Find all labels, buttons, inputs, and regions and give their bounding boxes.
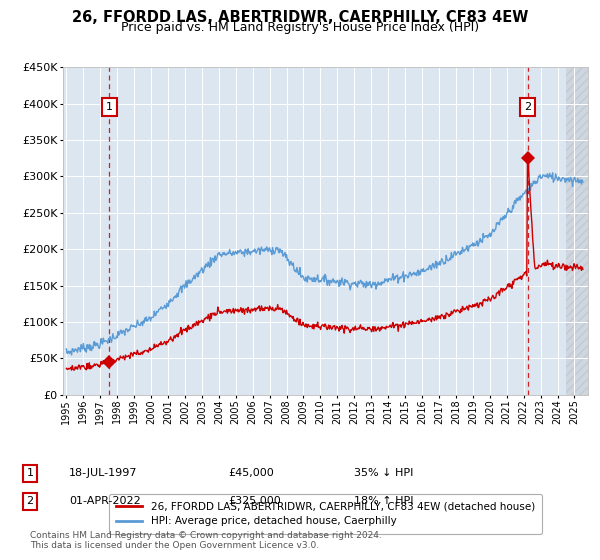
Text: 1: 1	[106, 102, 113, 112]
Bar	[566, 67, 600, 395]
Text: 18% ↑ HPI: 18% ↑ HPI	[354, 496, 413, 506]
Legend: 26, FFORDD LAS, ABERTRIDWR, CAERPHILLY, CF83 4EW (detached house), HPI: Average : 26, FFORDD LAS, ABERTRIDWR, CAERPHILLY, …	[109, 494, 542, 534]
Text: 2: 2	[26, 496, 34, 506]
Text: 18-JUL-1997: 18-JUL-1997	[69, 468, 137, 478]
Text: 01-APR-2022: 01-APR-2022	[69, 496, 141, 506]
Text: £45,000: £45,000	[228, 468, 274, 478]
Text: 35% ↓ HPI: 35% ↓ HPI	[354, 468, 413, 478]
Text: £325,000: £325,000	[228, 496, 281, 506]
Text: 1: 1	[26, 468, 34, 478]
Text: Price paid vs. HM Land Registry's House Price Index (HPI): Price paid vs. HM Land Registry's House …	[121, 21, 479, 34]
Text: 26, FFORDD LAS, ABERTRIDWR, CAERPHILLY, CF83 4EW: 26, FFORDD LAS, ABERTRIDWR, CAERPHILLY, …	[72, 10, 528, 25]
Text: Contains HM Land Registry data © Crown copyright and database right 2024.
This d: Contains HM Land Registry data © Crown c…	[30, 531, 382, 550]
Text: 2: 2	[524, 102, 532, 112]
